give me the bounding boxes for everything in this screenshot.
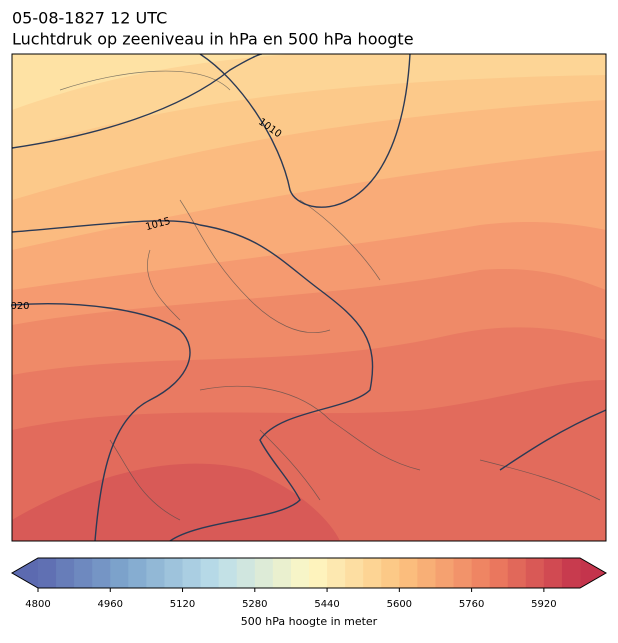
- colorbar-bin: [164, 558, 184, 588]
- date-title: 05-08-1827 12 UTC: [12, 9, 167, 28]
- colorbar-tick-label: 5920: [531, 599, 556, 610]
- colorbar-bin: [146, 558, 165, 588]
- colorbar-bin: [128, 558, 147, 588]
- colorbar-frame: [10, 557, 608, 589]
- colorbar-bin: [272, 558, 292, 588]
- colorbar-bin: [525, 558, 545, 588]
- colorbar-bin: [200, 558, 220, 588]
- colorbar-bin: [399, 558, 418, 588]
- colorbar-bin: [381, 558, 400, 588]
- colorbar-bin: [254, 558, 274, 588]
- colorbar-bin: [435, 558, 455, 588]
- colorbar-bin: [236, 558, 256, 588]
- isobar: [499, 409, 606, 471]
- colorbar-bin: [290, 558, 310, 588]
- colorbar-bin: [110, 558, 129, 588]
- colorbar-bin: [489, 558, 509, 588]
- colorbar-bin: [74, 558, 93, 588]
- colorbar-bin: [561, 558, 581, 588]
- map-frame: [11, 53, 607, 542]
- colorbar-tick-label: 5440: [314, 599, 339, 610]
- contour-label: 020: [10, 301, 29, 312]
- isobar: [199, 54, 411, 208]
- colorbar-extend: [580, 558, 606, 588]
- colorbar: 4800 4960 5120 5280 5440 5600 5760 5920: [10, 557, 608, 610]
- colorbar-bin: [543, 558, 563, 588]
- colorbar-bin: [38, 558, 57, 588]
- colorbar-bin: [417, 558, 436, 588]
- colorbar-bin: [218, 558, 238, 588]
- colorbar-label: 500 hPa hoogte in meter: [241, 615, 378, 628]
- colorbar-bin: [507, 558, 527, 588]
- isobar: [12, 54, 263, 149]
- colorbar-bin: [92, 558, 111, 588]
- colorbar-tick-label: 5600: [387, 599, 412, 610]
- colorbar-extend: [12, 558, 38, 588]
- colorbar-tick-label: 4800: [25, 599, 50, 610]
- colorbar-tick-label: 5120: [170, 599, 195, 610]
- colorbar-bin: [327, 558, 346, 588]
- colorbar-bin: [309, 558, 328, 588]
- band: [12, 463, 340, 541]
- colorbar-tick-label: 5280: [242, 599, 267, 610]
- colorbar-bin: [56, 558, 75, 588]
- colorbar-tick-label: 5760: [459, 599, 484, 610]
- colorbar-bin: [182, 558, 202, 588]
- colorbar-bin: [345, 558, 364, 588]
- colorbar-bin: [363, 558, 382, 588]
- isobar: [12, 220, 374, 541]
- map: [12, 54, 606, 541]
- colorbar-tick-label: 4960: [98, 599, 123, 610]
- colorbar-bin: [471, 558, 491, 588]
- isobar: [12, 303, 191, 541]
- map-title: Luchtdruk op zeeniveau in hPa en 500 hPa…: [12, 30, 414, 49]
- coastline: [59, 70, 601, 521]
- colorbar-bin: [453, 558, 473, 588]
